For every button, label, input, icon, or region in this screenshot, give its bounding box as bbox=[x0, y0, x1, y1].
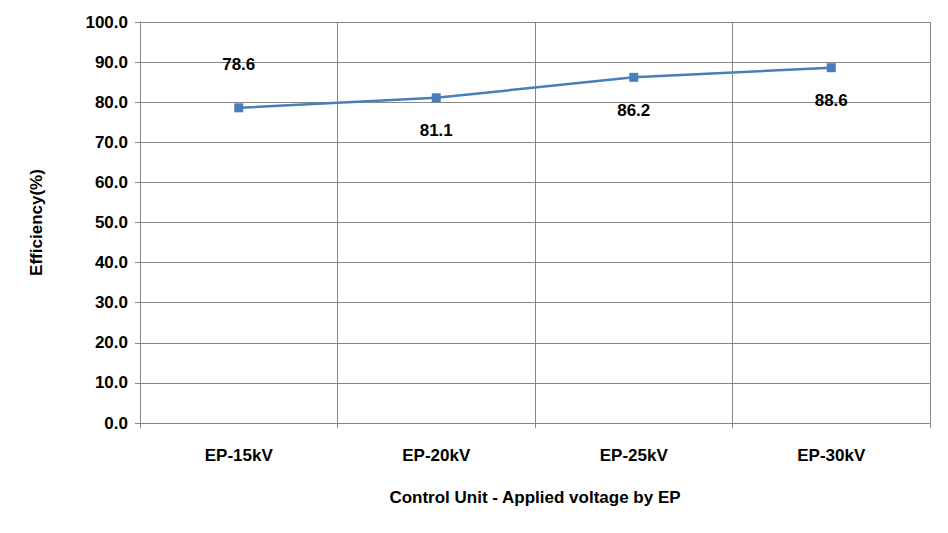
svg-text:EP-25kV: EP-25kV bbox=[600, 446, 669, 465]
svg-text:80.0: 80.0 bbox=[95, 93, 128, 112]
svg-text:40.0: 40.0 bbox=[95, 253, 128, 272]
svg-text:EP-20kV: EP-20kV bbox=[402, 446, 471, 465]
svg-text:60.0: 60.0 bbox=[95, 173, 128, 192]
svg-text:50.0: 50.0 bbox=[95, 213, 128, 232]
svg-text:90.0: 90.0 bbox=[95, 53, 128, 72]
svg-text:100.0: 100.0 bbox=[85, 13, 128, 32]
svg-text:30.0: 30.0 bbox=[95, 293, 128, 312]
svg-text:78.6: 78.6 bbox=[222, 55, 255, 74]
svg-text:81.1: 81.1 bbox=[420, 121, 453, 140]
svg-text:EP-15kV: EP-15kV bbox=[205, 446, 274, 465]
svg-text:Control Unit - Applied voltage: Control Unit - Applied voltage by EP bbox=[389, 488, 680, 507]
svg-text:0.0: 0.0 bbox=[104, 414, 128, 433]
svg-text:70.0: 70.0 bbox=[95, 133, 128, 152]
svg-text:EP-30kV: EP-30kV bbox=[797, 446, 866, 465]
svg-text:10.0: 10.0 bbox=[95, 373, 128, 392]
svg-text:Efficiency(%): Efficiency(%) bbox=[27, 169, 46, 276]
svg-text:86.2: 86.2 bbox=[617, 101, 650, 120]
svg-text:88.6: 88.6 bbox=[815, 91, 848, 110]
svg-text:20.0: 20.0 bbox=[95, 333, 128, 352]
